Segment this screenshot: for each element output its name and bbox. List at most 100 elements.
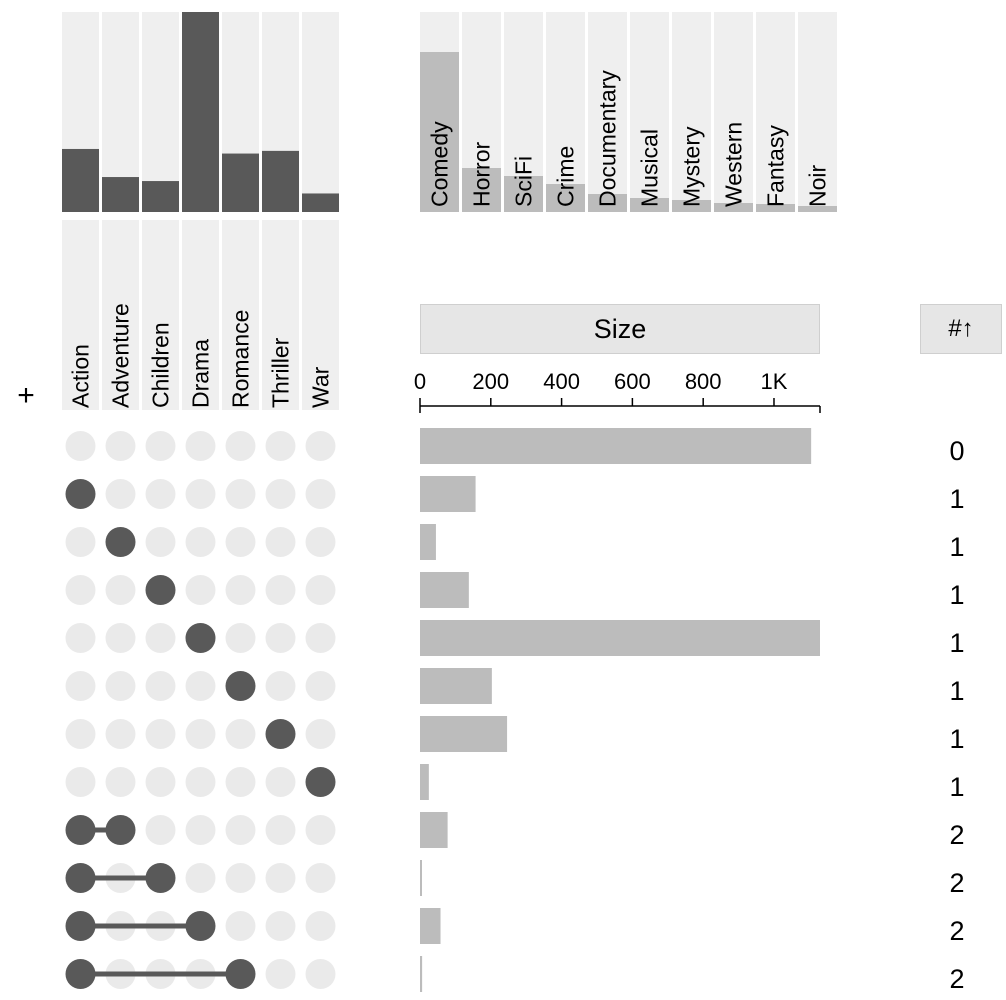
matrix-dot-empty (65, 767, 96, 797)
arrow-up-icon: ↑ (961, 315, 974, 342)
set-label-thriller[interactable]: Thriller (268, 337, 294, 408)
set-bar-drama[interactable] (182, 12, 219, 212)
matrix-dot-empty (145, 431, 176, 461)
matrix-dot-empty (225, 767, 256, 797)
intersection-size-bar[interactable] (420, 908, 441, 944)
matrix-dot-filled (65, 863, 96, 893)
matrix-dot-empty (185, 863, 216, 893)
intersection-size-bar[interactable] (420, 860, 422, 896)
intersection-size-bar[interactable] (420, 476, 476, 512)
matrix-dot-empty (185, 479, 216, 509)
other-set-bar-noir[interactable] (798, 206, 837, 212)
intersection-size-bar[interactable] (420, 572, 469, 608)
other-set-label-noir[interactable]: Noir (805, 164, 831, 207)
other-set-label-fantasy[interactable]: Fantasy (763, 125, 789, 207)
degree-column-header[interactable]: # ↑ (920, 304, 1002, 354)
matrix-dot-filled (65, 479, 96, 509)
set-label-bg-action (62, 220, 99, 410)
matrix-dot-empty (265, 863, 296, 893)
matrix-dot-filled (145, 575, 176, 605)
matrix-dot-filled (265, 719, 296, 749)
size-column-header[interactable]: Size (420, 304, 820, 354)
other-set-bar-western[interactable] (714, 203, 753, 212)
set-label-action[interactable]: Action (68, 344, 94, 408)
intersection-size-bar[interactable] (420, 668, 492, 704)
other-set-track-documentary (588, 12, 627, 212)
matrix-dot-empty (105, 431, 136, 461)
intersection-degree: 0 (949, 436, 964, 466)
matrix-dot-empty (225, 527, 256, 557)
matrix-dot-empty (305, 479, 336, 509)
matrix-dot-empty (65, 719, 96, 749)
other-set-bar-documentary[interactable] (588, 194, 627, 212)
other-set-bar-comedy[interactable] (420, 52, 459, 212)
matrix-dot-empty (185, 815, 216, 845)
set-bar-children[interactable] (142, 181, 179, 212)
matrix-dot-empty (305, 623, 336, 653)
other-set-label-comedy[interactable]: Comedy (427, 121, 453, 207)
set-bar-war[interactable] (302, 193, 339, 212)
set-bar-action[interactable] (62, 148, 99, 212)
matrix-dot-empty (65, 575, 96, 605)
set-label-adventure[interactable]: Adventure (108, 303, 134, 408)
other-set-label-documentary[interactable]: Documentary (595, 70, 621, 207)
matrix-dot-empty (225, 815, 256, 845)
matrix-dot-empty (305, 575, 336, 605)
matrix-dot-empty (225, 575, 256, 605)
other-set-bar-scifi[interactable] (504, 176, 543, 212)
matrix-dot-empty (105, 575, 136, 605)
other-set-bar-mystery[interactable] (672, 200, 711, 212)
set-bar-track-children (142, 12, 179, 212)
matrix-dot-empty (65, 527, 96, 557)
intersection-degree: 2 (949, 868, 964, 898)
set-label-war[interactable]: War (308, 366, 334, 408)
intersection-size-bar[interactable] (420, 428, 812, 464)
size-header-label: Size (593, 313, 647, 344)
intersection-degree: 1 (949, 724, 964, 754)
matrix-dot-empty (265, 623, 296, 653)
intersection-degree: 1 (949, 628, 964, 658)
other-set-label-horror[interactable]: Horror (469, 141, 495, 207)
add-set-button[interactable]: + (17, 379, 35, 412)
size-axis-tick-label: 1K (761, 369, 788, 394)
intersection-size-bar[interactable] (420, 524, 436, 560)
intersection-size-bar[interactable] (420, 716, 508, 752)
set-bar-adventure[interactable] (102, 177, 139, 212)
intersection-degree: 1 (949, 772, 964, 802)
set-label-drama[interactable]: Drama (188, 339, 214, 408)
intersection-size-bar[interactable] (420, 764, 429, 800)
matrix-dot-empty (145, 719, 176, 749)
set-bar-romance[interactable] (222, 153, 259, 212)
set-label-bg-children (142, 220, 179, 410)
other-set-bar-musical[interactable] (630, 198, 669, 212)
matrix-dot-filled (65, 911, 96, 941)
intersection-size-bar[interactable] (420, 620, 820, 656)
other-set-label-mystery[interactable]: Mystery (679, 126, 705, 207)
set-label-romance[interactable]: Romance (228, 310, 254, 408)
matrix-dot-empty (225, 863, 256, 893)
set-label-children[interactable]: Children (148, 322, 174, 408)
intersection-size-bar[interactable] (420, 812, 448, 848)
matrix-dot-empty (305, 719, 336, 749)
other-set-bar-horror[interactable] (462, 168, 501, 212)
size-axis-tick-label: 0 (414, 369, 426, 394)
matrix-dot-empty (185, 671, 216, 701)
other-set-label-western[interactable]: Western (721, 122, 747, 207)
other-set-label-scifi[interactable]: SciFi (511, 156, 537, 207)
matrix-dot-empty (305, 959, 336, 989)
other-set-label-musical[interactable]: Musical (637, 129, 663, 207)
other-set-track-musical (630, 12, 669, 212)
matrix-dot-empty (65, 623, 96, 653)
other-set-bar-crime[interactable] (546, 184, 585, 212)
set-bar-thriller[interactable] (262, 150, 299, 212)
other-set-label-crime[interactable]: Crime (553, 146, 579, 207)
matrix-dot-empty (185, 767, 216, 797)
matrix-dot-empty (65, 671, 96, 701)
matrix-dot-filled (225, 671, 256, 701)
intersection-size-bar[interactable] (420, 956, 423, 992)
other-set-bar-fantasy[interactable] (756, 204, 795, 212)
matrix-dot-filled (145, 863, 176, 893)
matrix-dot-empty (265, 527, 296, 557)
matrix-dot-empty (305, 911, 336, 941)
